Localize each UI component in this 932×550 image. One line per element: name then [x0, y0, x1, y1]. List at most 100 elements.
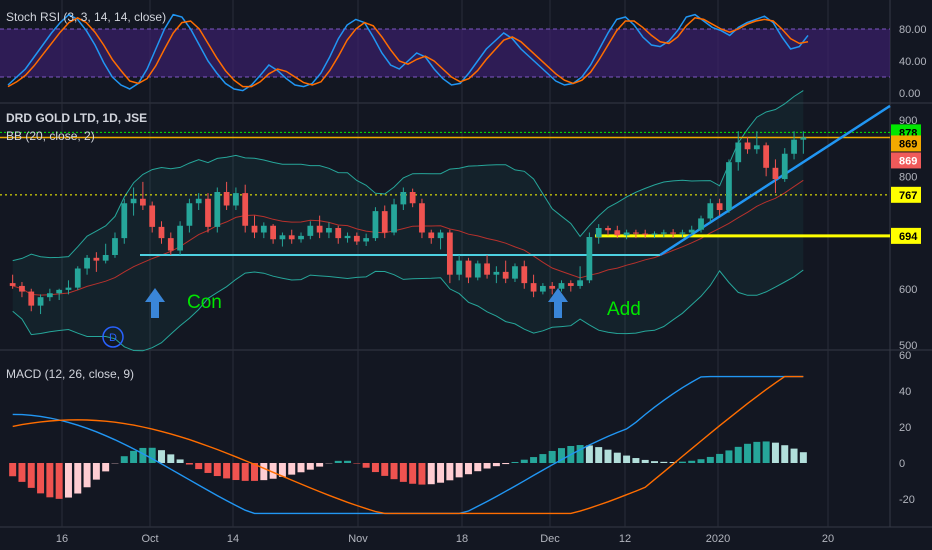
candle-body [577, 280, 583, 286]
candle [28, 288, 35, 312]
price-axis-label: 900 [899, 115, 917, 127]
macd-bar [223, 463, 231, 479]
bb-lower [12, 269, 804, 352]
annotation-add: Add [607, 299, 641, 320]
macd-bar [799, 452, 807, 463]
candle-body [484, 263, 490, 275]
time-axis-label: Oct [141, 533, 158, 545]
macd-bar [539, 454, 547, 463]
candle [391, 198, 397, 236]
candle [84, 255, 90, 275]
macd-bar [120, 456, 128, 463]
candle [233, 187, 239, 210]
macd-bar [92, 463, 100, 480]
macd-bar [269, 463, 277, 479]
candle [353, 232, 360, 245]
candle-body [735, 142, 742, 163]
candle-body [772, 167, 779, 180]
macd-bar [427, 463, 435, 485]
candle-body [698, 218, 704, 230]
candle-body [437, 232, 444, 239]
stoch-k-line [7, 13, 809, 92]
macd-bar [306, 463, 314, 470]
price-tag [891, 135, 921, 152]
candle-body [391, 204, 397, 233]
macd-bar [64, 463, 72, 498]
candle-body [651, 233, 658, 235]
annotation-con: Con [187, 292, 222, 313]
candle [112, 232, 118, 258]
candle-body [9, 283, 16, 286]
macd-bar [102, 463, 110, 472]
candle [437, 229, 444, 250]
candle-body [400, 192, 407, 205]
candle [335, 225, 342, 244]
macd-bar [483, 463, 491, 469]
candle-body [670, 232, 676, 234]
candle-body [214, 192, 221, 227]
price-tag [891, 152, 921, 169]
macd-bar [725, 450, 733, 463]
candle-body [753, 145, 760, 150]
macd-bar [446, 463, 454, 481]
macd-bar [83, 463, 91, 488]
candle [167, 232, 174, 255]
candle-body [474, 263, 481, 278]
candle [140, 181, 146, 210]
macd-bar [74, 463, 82, 494]
candle [251, 215, 258, 239]
macd-bar [167, 454, 175, 463]
macd-bar [251, 463, 258, 481]
candle [363, 233, 370, 246]
macd-bar [334, 460, 342, 463]
candle [726, 159, 732, 213]
bb-label: BB (20, close, 2) [6, 129, 95, 143]
candle [791, 131, 797, 160]
macd-bar [632, 458, 640, 463]
candle-body [74, 268, 81, 288]
macd-bar [148, 447, 156, 463]
candle-body [800, 137, 807, 140]
time-axis-label: 16 [56, 533, 68, 545]
macd-axis-label: 0 [899, 458, 905, 470]
time-axis-label: 12 [619, 533, 631, 545]
candle [484, 255, 490, 279]
macd-bar [390, 463, 398, 480]
candle [753, 131, 760, 154]
candle [158, 221, 165, 244]
macd-bar [158, 450, 165, 463]
candle-body [614, 230, 621, 236]
stoch-band [0, 29, 890, 77]
candle [595, 224, 602, 244]
candle-body [633, 232, 639, 234]
candle [56, 288, 63, 300]
macd-bar [604, 449, 612, 463]
candle [688, 225, 695, 236]
candle [205, 193, 211, 233]
candle-body [744, 142, 751, 150]
candle-body [205, 198, 211, 227]
macd-bar [18, 463, 26, 482]
macd-bar [437, 463, 445, 483]
macd-bar [781, 445, 789, 463]
candle [744, 136, 751, 154]
candle [9, 274, 16, 289]
dividend-marker [102, 326, 124, 348]
price-tag [891, 186, 921, 203]
macd-bar [716, 453, 724, 463]
candle [567, 280, 574, 292]
candle [93, 252, 100, 272]
candle-body [763, 145, 770, 168]
candle [540, 283, 546, 295]
macd-bar [260, 463, 268, 481]
candle-body [465, 260, 472, 278]
candle [46, 288, 53, 302]
candle-body [660, 232, 667, 234]
candle-body [56, 289, 63, 294]
macd-bar [595, 447, 603, 463]
candle [512, 263, 518, 282]
candle-body [46, 293, 53, 298]
macd-axis-label: 40 [899, 386, 911, 398]
candle [446, 229, 453, 284]
